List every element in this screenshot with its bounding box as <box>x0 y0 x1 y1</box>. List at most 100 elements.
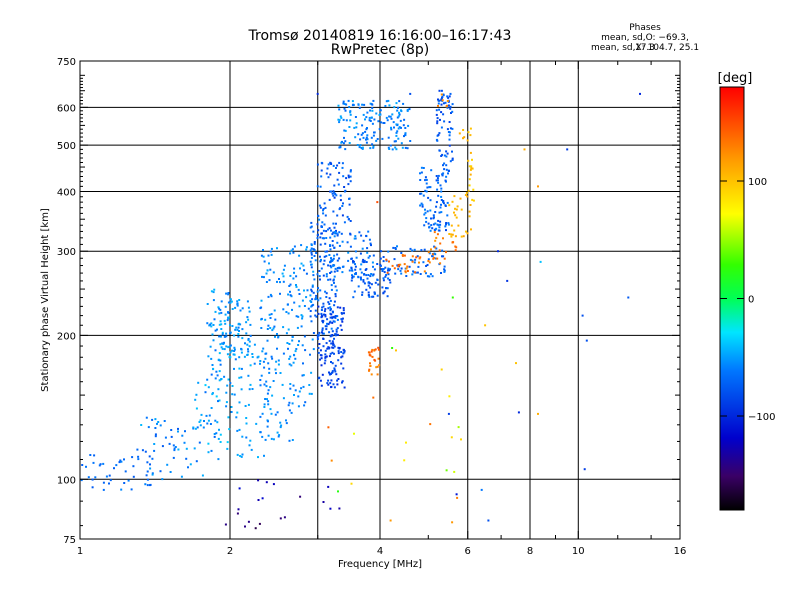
data-point <box>395 349 397 352</box>
data-point <box>333 275 336 278</box>
data-point <box>372 295 375 298</box>
data-point <box>224 322 227 325</box>
data-point <box>208 324 211 327</box>
data-point <box>335 328 338 331</box>
data-point <box>434 222 437 225</box>
x-axis-label: Frequency [MHz] <box>338 559 422 570</box>
data-point <box>282 326 285 329</box>
data-point <box>309 353 311 356</box>
data-point <box>309 226 312 229</box>
data-point <box>265 481 268 484</box>
data-point <box>437 181 440 184</box>
data-point <box>316 92 319 95</box>
data-point <box>402 124 405 127</box>
data-point <box>192 426 195 429</box>
data-point <box>204 391 207 394</box>
data-point <box>332 210 335 213</box>
data-point <box>212 339 215 342</box>
data-point <box>234 358 237 361</box>
data-point <box>353 290 356 293</box>
data-point <box>447 170 450 172</box>
data-point <box>418 257 421 260</box>
data-point <box>341 265 344 268</box>
data-point <box>264 318 267 321</box>
data-point <box>316 290 319 293</box>
data-point <box>462 129 465 131</box>
data-point <box>369 102 372 105</box>
data-point <box>344 129 347 132</box>
data-point <box>312 274 315 277</box>
data-point <box>464 194 467 196</box>
data-point <box>146 461 149 464</box>
data-point <box>326 167 329 170</box>
data-point <box>281 272 284 275</box>
data-point <box>348 106 351 108</box>
data-point <box>366 277 369 280</box>
data-point <box>468 215 471 218</box>
data-point <box>277 335 280 338</box>
data-point <box>455 493 458 496</box>
data-point <box>468 178 471 181</box>
data-point <box>285 422 288 425</box>
data-point <box>136 448 139 451</box>
data-point <box>332 383 335 386</box>
data-point <box>321 320 324 323</box>
data-point <box>327 264 330 267</box>
data-point <box>210 373 213 376</box>
data-point <box>334 232 337 235</box>
data-point <box>391 264 394 267</box>
phase-stats-title: Phases <box>629 23 661 33</box>
data-point <box>329 245 331 247</box>
data-point <box>354 265 357 268</box>
data-point <box>102 462 105 465</box>
data-point <box>439 242 442 245</box>
data-point <box>370 244 372 247</box>
data-point <box>310 247 313 250</box>
data-point <box>437 194 440 197</box>
data-point <box>442 94 445 97</box>
x-tick-label: 2 <box>227 546 233 557</box>
data-point <box>235 326 238 329</box>
data-point <box>372 146 375 149</box>
data-point <box>397 127 400 130</box>
data-point <box>123 458 125 461</box>
data-point <box>185 447 188 450</box>
data-point <box>451 200 454 203</box>
data-point <box>333 191 336 194</box>
data-point <box>302 264 305 267</box>
data-point <box>332 222 335 225</box>
data-point <box>259 360 262 362</box>
data-point <box>366 127 368 129</box>
data-point <box>334 231 336 234</box>
data-point <box>397 268 400 271</box>
data-point <box>146 470 149 473</box>
data-point <box>334 364 337 367</box>
data-point <box>263 260 266 263</box>
data-point <box>332 190 335 193</box>
data-point <box>355 256 358 259</box>
data-point <box>279 426 282 429</box>
data-point <box>445 150 448 153</box>
data-point <box>149 463 151 466</box>
data-point <box>445 469 448 472</box>
data-point <box>339 199 342 202</box>
data-point <box>303 269 306 272</box>
data-point <box>310 288 313 291</box>
data-point <box>442 102 445 105</box>
data-point <box>453 470 456 473</box>
data-point <box>360 133 363 136</box>
data-point <box>290 364 293 367</box>
data-point <box>443 269 446 272</box>
data-point <box>331 340 334 343</box>
data-point <box>395 148 398 151</box>
data-point <box>226 441 229 444</box>
data-point <box>334 293 337 295</box>
data-point <box>293 394 295 396</box>
data-point <box>467 131 470 134</box>
data-point <box>323 255 326 258</box>
data-point <box>424 208 426 211</box>
data-point <box>213 433 216 435</box>
data-point <box>271 357 274 360</box>
data-point <box>333 281 335 284</box>
data-point <box>398 111 400 114</box>
